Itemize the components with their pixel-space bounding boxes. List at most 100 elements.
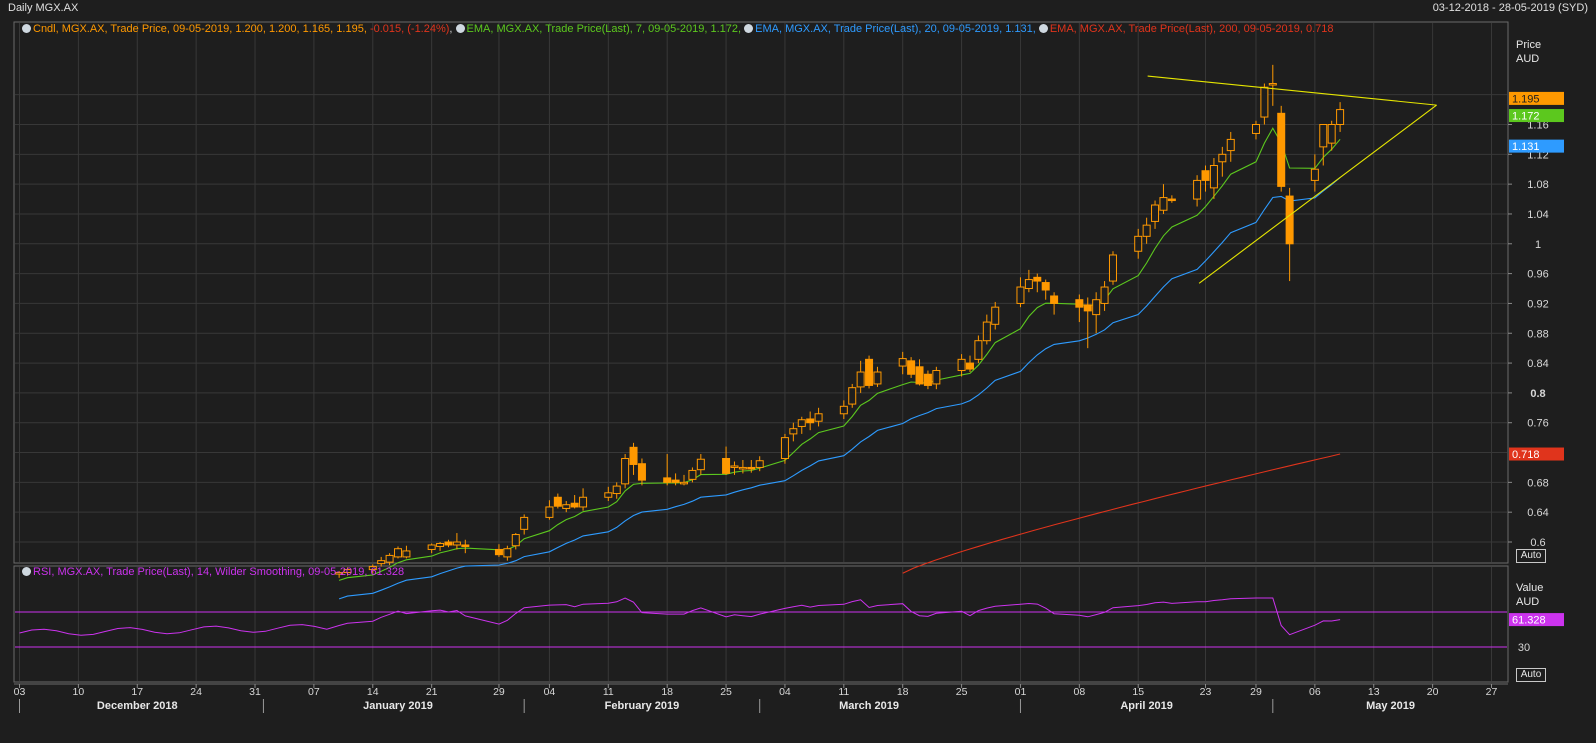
candle-body — [1083, 304, 1092, 312]
date-tick-label: 07 — [308, 686, 320, 698]
legend-ema200[interactable]: EMA, MGX.AX, Trade Price(Last), 200, 09-… — [1049, 23, 1334, 35]
candle-body — [1201, 170, 1210, 181]
date-tick-label: 08 — [1073, 686, 1085, 698]
candle-body — [562, 504, 571, 509]
legend-toggle-icon[interactable] — [1038, 24, 1048, 33]
month-label: April 2019 — [1120, 700, 1173, 712]
price-tick-label: 0.88 — [1527, 328, 1548, 340]
price-tick-label: 0.8 — [1530, 388, 1545, 400]
date-tick-label: 29 — [493, 686, 505, 698]
rsi-series — [15, 597, 1507, 648]
candle-body — [680, 481, 689, 485]
last-value-tags: 1.195 1.172 1.131 0.718 61.328 — [1509, 91, 1564, 627]
candle-body — [511, 534, 520, 547]
legend-toggle-icon[interactable] — [22, 567, 31, 576]
candle-body — [747, 466, 756, 470]
rsi-legend: RSI, MGX.AX, Trade Price(Last), 14, Wild… — [22, 566, 404, 578]
legend-rsi[interactable]: RSI, MGX.AX, Trade Price(Last), 14, Wild… — [33, 566, 405, 578]
trendline-lower — [1198, 104, 1437, 284]
ema7-tag-bg — [1509, 109, 1564, 123]
candle-body — [1260, 86, 1269, 118]
price-tick-label: 0.64 — [1527, 507, 1548, 519]
ema200-path — [902, 453, 1341, 574]
candle-body — [394, 548, 403, 558]
month-label: March 2019 — [839, 700, 899, 712]
trendline-upper — [1147, 75, 1437, 106]
legend-toggle-icon[interactable] — [22, 24, 31, 33]
candle-body — [974, 340, 983, 360]
candle-body — [494, 548, 503, 556]
ema20-tag: 1.131 — [1512, 141, 1540, 153]
date-tick-label: 31 — [249, 686, 261, 698]
legend-candle[interactable]: Cndl, MGX.AX, Trade Price, 09-05-2019, 1… — [33, 23, 367, 35]
candle-body — [1310, 168, 1319, 181]
month-label: May 2019 — [1366, 700, 1415, 712]
candle-body — [738, 466, 747, 470]
candle-body — [907, 360, 916, 375]
candle-body — [848, 387, 857, 405]
candle-body — [637, 463, 646, 481]
candle-body — [688, 469, 697, 480]
candle-body — [1024, 279, 1033, 290]
price-tick-label: 0.96 — [1527, 269, 1548, 281]
date-range: 03-12-2018 - 28-05-2019 (SYD) — [1432, 2, 1588, 14]
price-axis: 0.6 0.64 0.68 0.76 0.8 0.84 0.88 0.92 0.96 1 1.04 1… — [1508, 120, 1549, 549]
legend-toggle-icon[interactable] — [455, 24, 465, 33]
candle-body — [335, 572, 344, 575]
candle-body — [570, 502, 579, 508]
candle-body — [1285, 195, 1294, 245]
candle-body — [612, 485, 621, 495]
candle-body — [1193, 179, 1202, 200]
ema200-line — [902, 453, 1341, 574]
candle-body — [385, 554, 394, 563]
date-tick-label: 06 — [1309, 686, 1321, 698]
candle-body — [579, 496, 588, 508]
date-tick-label: 27 — [1486, 686, 1498, 698]
candle-body — [991, 306, 1000, 325]
trendlines[interactable] — [1147, 75, 1437, 284]
candle-body — [789, 428, 798, 435]
candle-body — [865, 358, 874, 386]
date-tick-label: 11 — [838, 686, 849, 698]
month-label: December 2018 — [97, 700, 178, 712]
date-tick-label: 18 — [661, 686, 673, 698]
date-axis: 03 10 17 24 31 07 14 21 29 04 11 18 25 04 11 18 25 01 08 15… — [14, 683, 1508, 713]
date-tick-label: 25 — [956, 686, 968, 698]
price-tick-label: 1.16 — [1527, 120, 1548, 132]
candle-body — [1277, 112, 1286, 187]
date-tick-label: 04 — [779, 686, 791, 698]
candle-body — [1327, 124, 1336, 144]
rsi-tick-label: 30 — [1518, 642, 1530, 654]
candle-body — [1108, 254, 1117, 282]
candle-body — [1209, 165, 1218, 189]
candle-body — [520, 516, 529, 530]
candles — [335, 64, 1345, 578]
candle-body — [696, 458, 705, 471]
date-tick-label: 20 — [1427, 686, 1439, 698]
candle-body — [755, 460, 764, 468]
rsi-auto-scale-button[interactable]: Auto — [1516, 668, 1546, 682]
candle-body — [427, 544, 436, 550]
candle-body — [545, 506, 554, 518]
candle-body — [1336, 109, 1345, 126]
candle-body — [1075, 299, 1084, 308]
rsi-axis: 30 — [1518, 642, 1530, 654]
legend-ema20[interactable]: EMA, MGX.AX, Trade Price(Last), 20, 09-0… — [755, 23, 1036, 35]
date-tick-label: 29 — [1250, 686, 1262, 698]
date-tick-label: 01 — [1015, 686, 1027, 698]
price-tick-label: 0.76 — [1527, 418, 1548, 430]
legend-toggle-icon[interactable] — [744, 24, 754, 33]
candle-body — [873, 371, 882, 385]
rsi-tag-bg — [1509, 613, 1564, 627]
candle-body — [915, 366, 924, 385]
candle-body — [402, 550, 411, 558]
legend-ema7[interactable]: EMA, MGX.AX, Trade Price(Last), 7, 09-05… — [466, 23, 742, 35]
candle-body — [671, 479, 680, 483]
grid — [15, 23, 1507, 681]
candle-body — [377, 560, 386, 565]
candle-body — [1226, 138, 1235, 152]
candle-body — [461, 544, 470, 547]
month-label: January 2019 — [363, 700, 433, 712]
price-auto-scale-button[interactable]: Auto — [1516, 549, 1546, 563]
